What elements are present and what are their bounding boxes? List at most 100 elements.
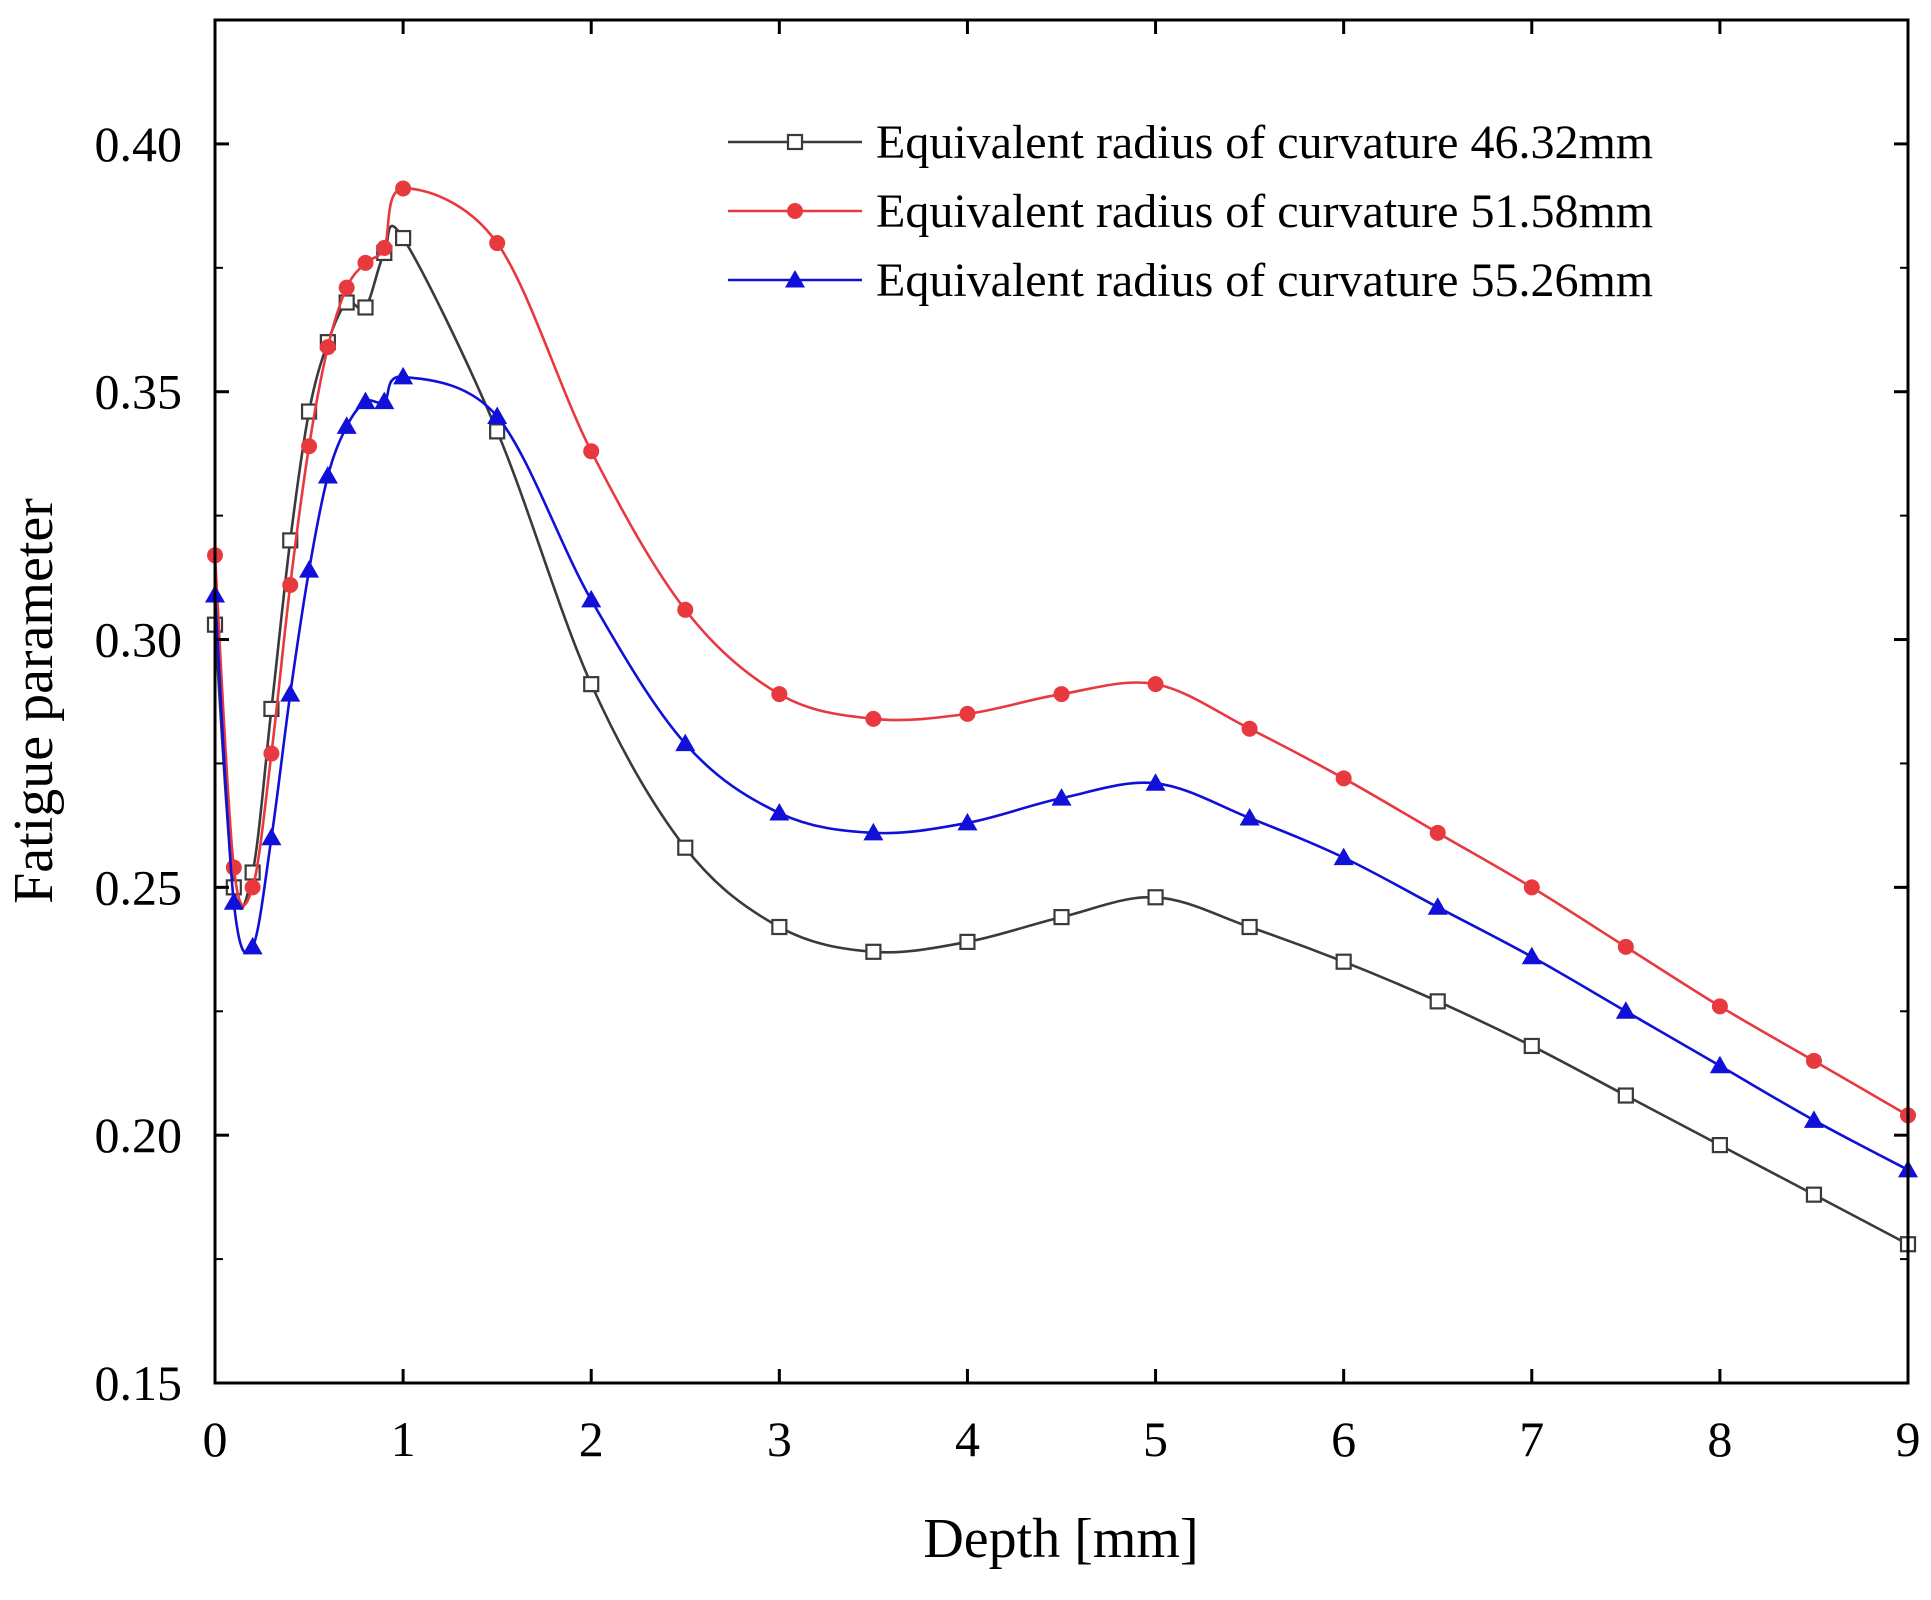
series-1-point: [282, 532, 299, 549]
series-1-point: [1429, 993, 1446, 1010]
series-3-point: [242, 936, 263, 955]
series-2: [207, 180, 1916, 1124]
y-tick-label: 0.15: [95, 1355, 183, 1411]
x-tick-label: 1: [391, 1411, 416, 1467]
series-1-point: [771, 918, 788, 936]
series-2-point: [376, 239, 393, 256]
series-3-point: [1803, 1110, 1824, 1128]
x-tick-label: 2: [579, 1411, 604, 1467]
series-3-point: [336, 416, 357, 434]
series-2-point: [771, 686, 788, 703]
series-2-point: [1429, 824, 1446, 841]
series-3-point: [1239, 807, 1260, 826]
series-3-point: [675, 733, 696, 752]
series-3-point: [581, 589, 602, 608]
legend: Equivalent radius of curvature 46.32mm Eq…: [728, 116, 1653, 307]
y-tick-label: 0.20: [95, 1107, 183, 1163]
series-2-point: [1147, 676, 1164, 693]
series-1-point: [1335, 953, 1352, 970]
series-2-point: [282, 577, 299, 594]
series-1-point: [357, 299, 374, 316]
x-tick-label: 8: [1707, 1411, 1732, 1467]
series-2-point: [357, 254, 374, 271]
series-3-point: [280, 684, 301, 702]
series-1-point: [1241, 918, 1258, 936]
legend-label: Equivalent radius of curvature 55.26mm: [876, 254, 1653, 307]
legend-entry-3: Equivalent radius of curvature 55.26mm: [728, 254, 1653, 307]
legend-label: Equivalent radius of curvature 51.58mm: [876, 185, 1653, 238]
series-3-point: [1615, 1001, 1636, 1019]
series-2-point: [225, 859, 242, 876]
series-2-point: [301, 438, 318, 455]
series-2-point: [865, 710, 882, 727]
series-3-point: [355, 391, 376, 410]
series-3-point: [1709, 1055, 1730, 1074]
series-1-point: [865, 943, 882, 960]
series-2-point: [338, 279, 355, 296]
series-3-point: [1051, 788, 1072, 806]
series-1-point: [1805, 1186, 1823, 1203]
series-2-point: [1053, 686, 1070, 703]
x-tick-label: 9: [1896, 1411, 1921, 1467]
series-2-point: [1241, 720, 1258, 737]
series-3-point: [1145, 773, 1166, 791]
series-3-point: [1521, 946, 1542, 965]
series-2-point: [319, 339, 336, 356]
series-2-point: [1523, 879, 1540, 896]
x-tick-label: 0: [203, 1411, 228, 1467]
series-2-point: [489, 235, 506, 252]
x-tick-label: 6: [1331, 1411, 1356, 1467]
legend-entry-1: Equivalent radius of curvature 46.32mm: [728, 116, 1653, 169]
y-axis-title: Fatigue parameter: [3, 498, 65, 904]
legend-marker: [785, 270, 805, 288]
series-3-point: [299, 560, 320, 578]
series-3-point: [1333, 847, 1354, 866]
series-3-point: [1427, 897, 1448, 915]
series-3: [205, 366, 1918, 1178]
legend-entry-2: Equivalent radius of curvature 51.58mm: [728, 185, 1653, 238]
y-tick-label: 0.30: [95, 612, 183, 668]
x-tick-label: 7: [1519, 1411, 1544, 1467]
series-1-point: [583, 676, 600, 693]
series-3-point: [957, 812, 978, 831]
series-2-point: [677, 601, 694, 618]
series-3-point: [261, 827, 282, 846]
series-1-point: [395, 229, 412, 247]
series-1-line: [213, 224, 1909, 1246]
series-1-point: [1711, 1136, 1728, 1154]
y-tick-label: 0.25: [95, 859, 183, 915]
axis-ticks: 0 1 2 3 4 5 6 7 8 9 0.15 0.20 0.25 0.30 0.35 0.40: [95, 20, 1921, 1467]
series-3-point: [317, 465, 338, 484]
series-layer: [205, 180, 1918, 1253]
series-3-point: [393, 366, 414, 385]
series-1-point: [1523, 1037, 1540, 1055]
series-2-line: [213, 187, 1909, 1117]
series-2-point: [1335, 770, 1352, 787]
x-tick-label: 5: [1143, 1411, 1168, 1467]
series-3-point: [223, 892, 244, 910]
x-tick-label: 3: [767, 1411, 792, 1467]
series-1-point: [489, 423, 506, 440]
legend-label: Equivalent radius of curvature 46.32mm: [876, 116, 1653, 169]
series-1-point: [1147, 889, 1164, 906]
legend-marker: [786, 133, 804, 151]
series-3-point: [487, 406, 508, 425]
series-1-point: [959, 933, 976, 950]
series-3-point: [769, 803, 790, 821]
series-2-point: [395, 180, 412, 197]
series-3-point: [863, 822, 884, 841]
plot-frame: [213, 18, 1910, 1385]
y-tick-label: 0.40: [95, 116, 183, 172]
series-3-line: [213, 375, 1909, 1172]
series-1-point: [677, 839, 694, 856]
series-2-point: [583, 443, 600, 460]
series-2-point: [244, 879, 261, 896]
series-1-point: [1053, 909, 1070, 926]
series-2-point: [959, 705, 976, 722]
series-1-point: [1617, 1087, 1634, 1104]
x-axis-title: Depth [mm]: [923, 1508, 1198, 1570]
series-2-point: [263, 745, 280, 762]
legend-marker: [787, 203, 803, 219]
